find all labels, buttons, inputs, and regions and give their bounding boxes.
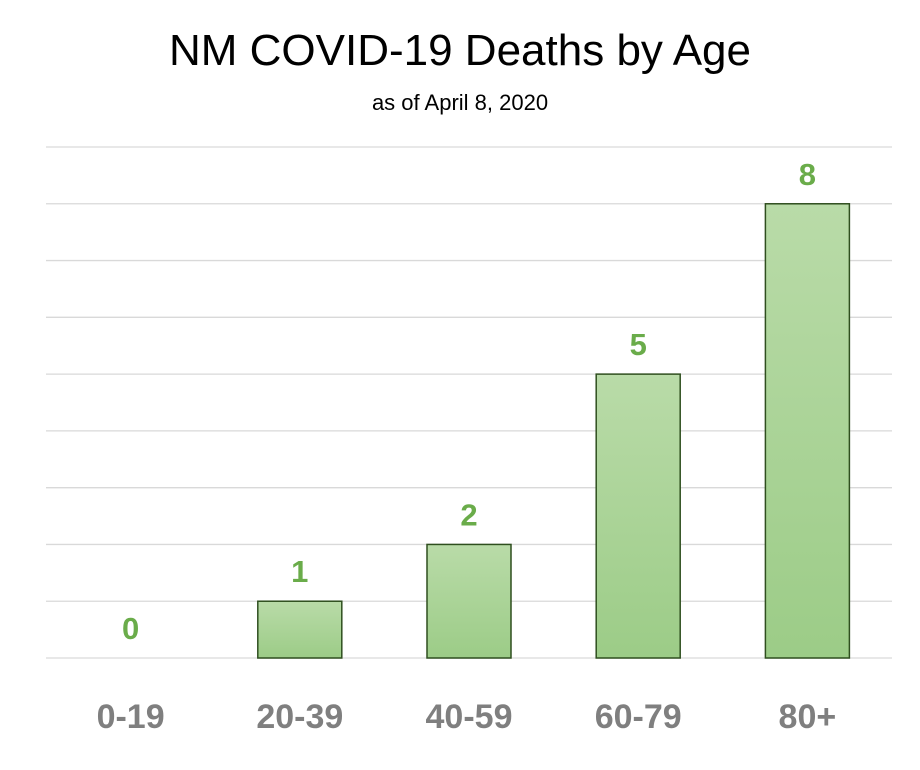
bars	[257, 203, 851, 659]
data-label: 5	[630, 327, 647, 362]
x-tick-labels: 0-19 20-39 40-59 60-79 80+	[97, 698, 837, 736]
x-tick-label: 40-59	[426, 698, 513, 736]
x-tick-label: 20-39	[256, 698, 343, 736]
data-labels: 0 1 2 5 8	[122, 157, 816, 646]
x-tick-label: 60-79	[595, 698, 682, 736]
x-tick-label: 80+	[779, 698, 837, 736]
data-label: 1	[291, 554, 308, 589]
data-label: 2	[460, 497, 477, 532]
bar-60-79	[595, 373, 681, 659]
bar-80+	[764, 203, 851, 659]
bar-40-59	[426, 543, 512, 659]
chart-title: NM COVID-19 Deaths by Age	[168, 26, 751, 75]
chart-subtitle: as of April 8, 2020	[371, 90, 549, 115]
data-label: 0	[122, 611, 139, 646]
bar-20-39	[257, 600, 343, 659]
x-tick-label: 0-19	[97, 698, 165, 736]
data-label: 8	[799, 157, 816, 192]
